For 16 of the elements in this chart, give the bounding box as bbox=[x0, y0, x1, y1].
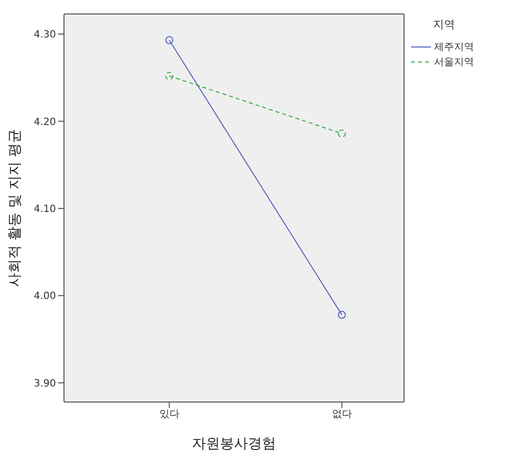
y-axis-title: 사회적 활동 및 지지 평균 bbox=[6, 129, 23, 287]
point bbox=[165, 36, 174, 44]
point bbox=[338, 129, 346, 138]
y-tick-label: 4.10 bbox=[34, 204, 56, 215]
y-tick-label: 4.30 bbox=[34, 30, 56, 41]
x-axis-title: 자원봉사경험 bbox=[192, 436, 276, 452]
x-tick-label: 있다 bbox=[159, 409, 180, 420]
x-tick-label: 없다 bbox=[332, 409, 352, 420]
point bbox=[165, 72, 174, 80]
legend-label: 서울지역 bbox=[434, 56, 474, 69]
point bbox=[338, 310, 346, 319]
legend-title: 지역 bbox=[433, 17, 456, 32]
y-tick-label: 4.00 bbox=[34, 291, 56, 302]
y-tick-label: 4.20 bbox=[34, 116, 56, 128]
y-tick-label: 3.90 bbox=[34, 378, 56, 390]
legend-label: 제주지역 bbox=[434, 41, 474, 54]
